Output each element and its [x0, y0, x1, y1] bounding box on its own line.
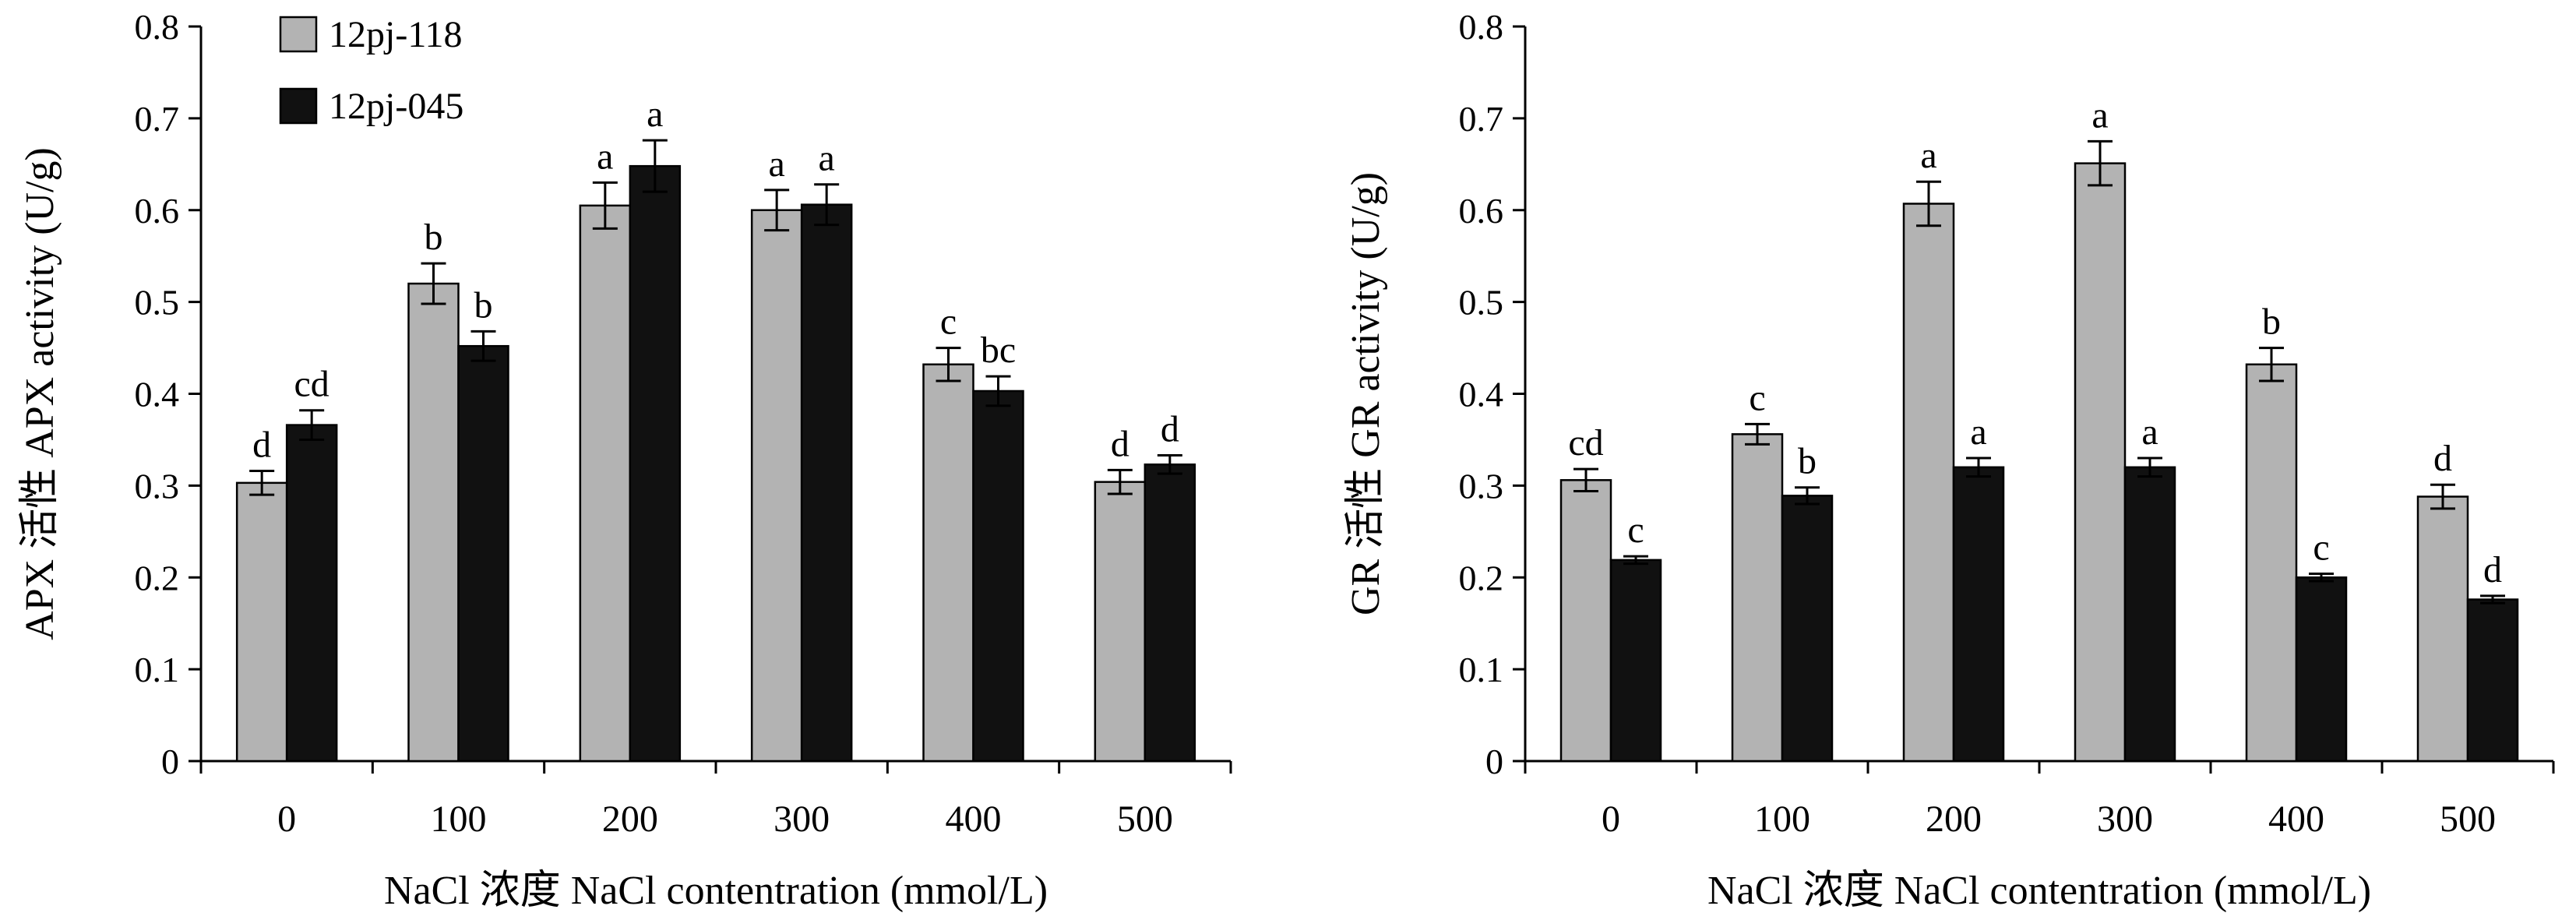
significance-label: d — [1161, 408, 1179, 449]
y-tick-label: 0.1 — [135, 650, 180, 689]
y-tick-label: 0.7 — [135, 99, 180, 139]
bar — [1559, 479, 1612, 763]
bar — [2245, 363, 2298, 763]
y-tick-label: 0.3 — [1459, 466, 1504, 506]
x-tick-label: 0 — [277, 798, 296, 840]
significance-label: bc — [981, 330, 1016, 371]
legend-swatch — [279, 16, 318, 53]
y-tick-label: 0.2 — [135, 558, 180, 597]
significance-label: a — [2091, 94, 2108, 136]
y-tick-label: 0.4 — [1459, 375, 1504, 414]
bar — [972, 390, 1024, 763]
significance-label: a — [647, 93, 663, 135]
significance-label: a — [1970, 411, 1986, 453]
bar — [2466, 598, 2519, 763]
y-tick-label: 0.6 — [1459, 191, 1504, 231]
x-axis-title: NaCl 浓度 NaCl contentration (mmol/L) — [1707, 869, 2371, 913]
x-tick-label: 100 — [431, 798, 487, 840]
bar — [457, 344, 509, 763]
legend-label: 12pj-045 — [329, 86, 463, 127]
significance-label: d — [252, 425, 271, 466]
significance-label: b — [2262, 301, 2281, 343]
significance-label: a — [819, 138, 835, 179]
y-tick-label: 0.8 — [135, 7, 180, 47]
bar — [1952, 466, 2005, 763]
legend-label: 12pj-118 — [329, 14, 463, 55]
significance-label: c — [1749, 377, 1765, 418]
y-tick-label: 0.4 — [135, 375, 180, 414]
bar — [1731, 433, 1784, 763]
x-tick-label: 300 — [2097, 798, 2153, 840]
significance-label: cd — [1568, 422, 1603, 464]
significance-label: c — [1627, 509, 1644, 551]
significance-label: b — [425, 217, 443, 258]
y-tick-label: 0.8 — [1459, 7, 1504, 47]
x-tick-label: 0 — [1602, 798, 1620, 840]
bar — [1781, 495, 1834, 763]
x-tick-label: 400 — [946, 798, 1002, 840]
bar — [1094, 481, 1147, 763]
bar — [750, 209, 803, 763]
x-tick-label: 200 — [1926, 798, 1982, 840]
significance-label: c — [2313, 527, 2329, 569]
x-tick-label: 300 — [774, 798, 830, 840]
bar — [2416, 495, 2469, 763]
bar — [629, 164, 682, 763]
bar — [800, 203, 853, 763]
y-tick-label: 0.1 — [1459, 650, 1504, 689]
bar — [2074, 162, 2127, 763]
significance-label: d — [2433, 438, 2452, 479]
bar — [407, 282, 460, 763]
significance-label: cd — [294, 364, 329, 405]
bar — [285, 424, 338, 763]
legend: 12pj-118 12pj-045 — [279, 14, 463, 127]
bar — [1144, 464, 1196, 763]
chart-gr: 0 0.1 0.2 0.3 0.4 0.5 0.6 0.7 0.8 0 100 200 300 400 50… — [1344, 7, 2555, 913]
x-tick-label: 200 — [602, 798, 658, 840]
significance-label: c — [940, 301, 957, 343]
significance-label: a — [769, 143, 785, 185]
y-tick-label: 0 — [161, 742, 179, 781]
significance-label: a — [2141, 411, 2158, 453]
bar — [2123, 466, 2176, 763]
bar — [1902, 203, 1955, 763]
chart-apx: 0 0.1 0.2 0.3 0.4 0.5 0.6 0.7 0.8 0 100 200 300 400 50… — [18, 7, 1232, 913]
y-tick-label: 0.5 — [1459, 283, 1504, 323]
y-tick-label: 0.7 — [1459, 99, 1504, 139]
significance-label: a — [1920, 135, 1936, 176]
y-axis-title: GR 活性 GR activity (U/g) — [1344, 172, 1388, 615]
y-tick-label: 0.2 — [1459, 558, 1504, 597]
significance-label: d — [2483, 549, 2502, 590]
significance-label: d — [1111, 423, 1129, 464]
significance-label: b — [474, 284, 493, 326]
significance-label: b — [1798, 441, 1817, 482]
x-tick-label: 400 — [2268, 798, 2324, 840]
x-tick-label: 500 — [1117, 798, 1173, 840]
y-tick-label: 0.5 — [135, 283, 180, 323]
y-tick-label: 0 — [1485, 742, 1503, 781]
x-axis-title: NaCl 浓度 NaCl contentration (mmol/L) — [384, 869, 1048, 913]
x-tick-label: 500 — [2440, 798, 2496, 840]
y-tick-label: 0.3 — [135, 466, 180, 506]
legend-swatch — [279, 87, 318, 125]
bar — [922, 363, 974, 763]
bar — [1609, 559, 1662, 763]
bar — [2295, 576, 2348, 763]
bar — [235, 481, 288, 763]
y-axis-title: APX 活性 APX activity (U/g) — [18, 147, 62, 640]
bar — [579, 204, 632, 763]
x-tick-label: 100 — [1754, 798, 1810, 840]
y-tick-label: 0.6 — [135, 191, 180, 231]
significance-label: a — [597, 136, 613, 177]
